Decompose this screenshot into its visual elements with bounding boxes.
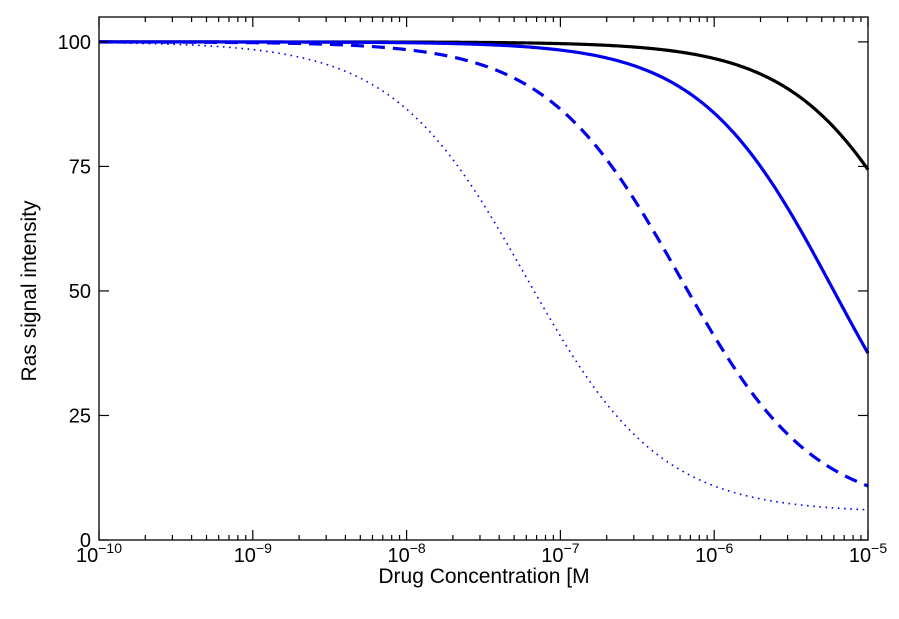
x-tick-label: 10−7 [541, 540, 579, 567]
y-tick-label: 0 [80, 530, 91, 552]
labels-layer: 10−10 10−9 10−8 10−7 10−6 10−5 0 25 50 75 100 [58, 32, 888, 567]
x-axis-label: Drug Concentration [M [378, 565, 589, 588]
plot-background [99, 17, 868, 540]
y-tick-label: 75 [69, 156, 91, 178]
y-tick-label: 100 [58, 32, 91, 54]
plot-area [99, 17, 868, 540]
y-tick-label: 25 [69, 405, 91, 427]
x-tick-label: 10−9 [234, 540, 272, 567]
x-tick-label: 10−8 [387, 540, 425, 567]
x-tick-label: 10−10 [76, 540, 122, 567]
plot-frame [98, 16, 869, 541]
series-layer [98, 40, 870, 511]
ticks-layer [98, 16, 869, 541]
x-tick-label: 10−6 [695, 540, 733, 567]
series-line-3 [98, 40, 869, 488]
y-tick-label: 50 [69, 281, 91, 303]
y-axis-label: Ras signal intensity [18, 200, 41, 381]
x-tick-label: 10−5 [849, 540, 887, 567]
